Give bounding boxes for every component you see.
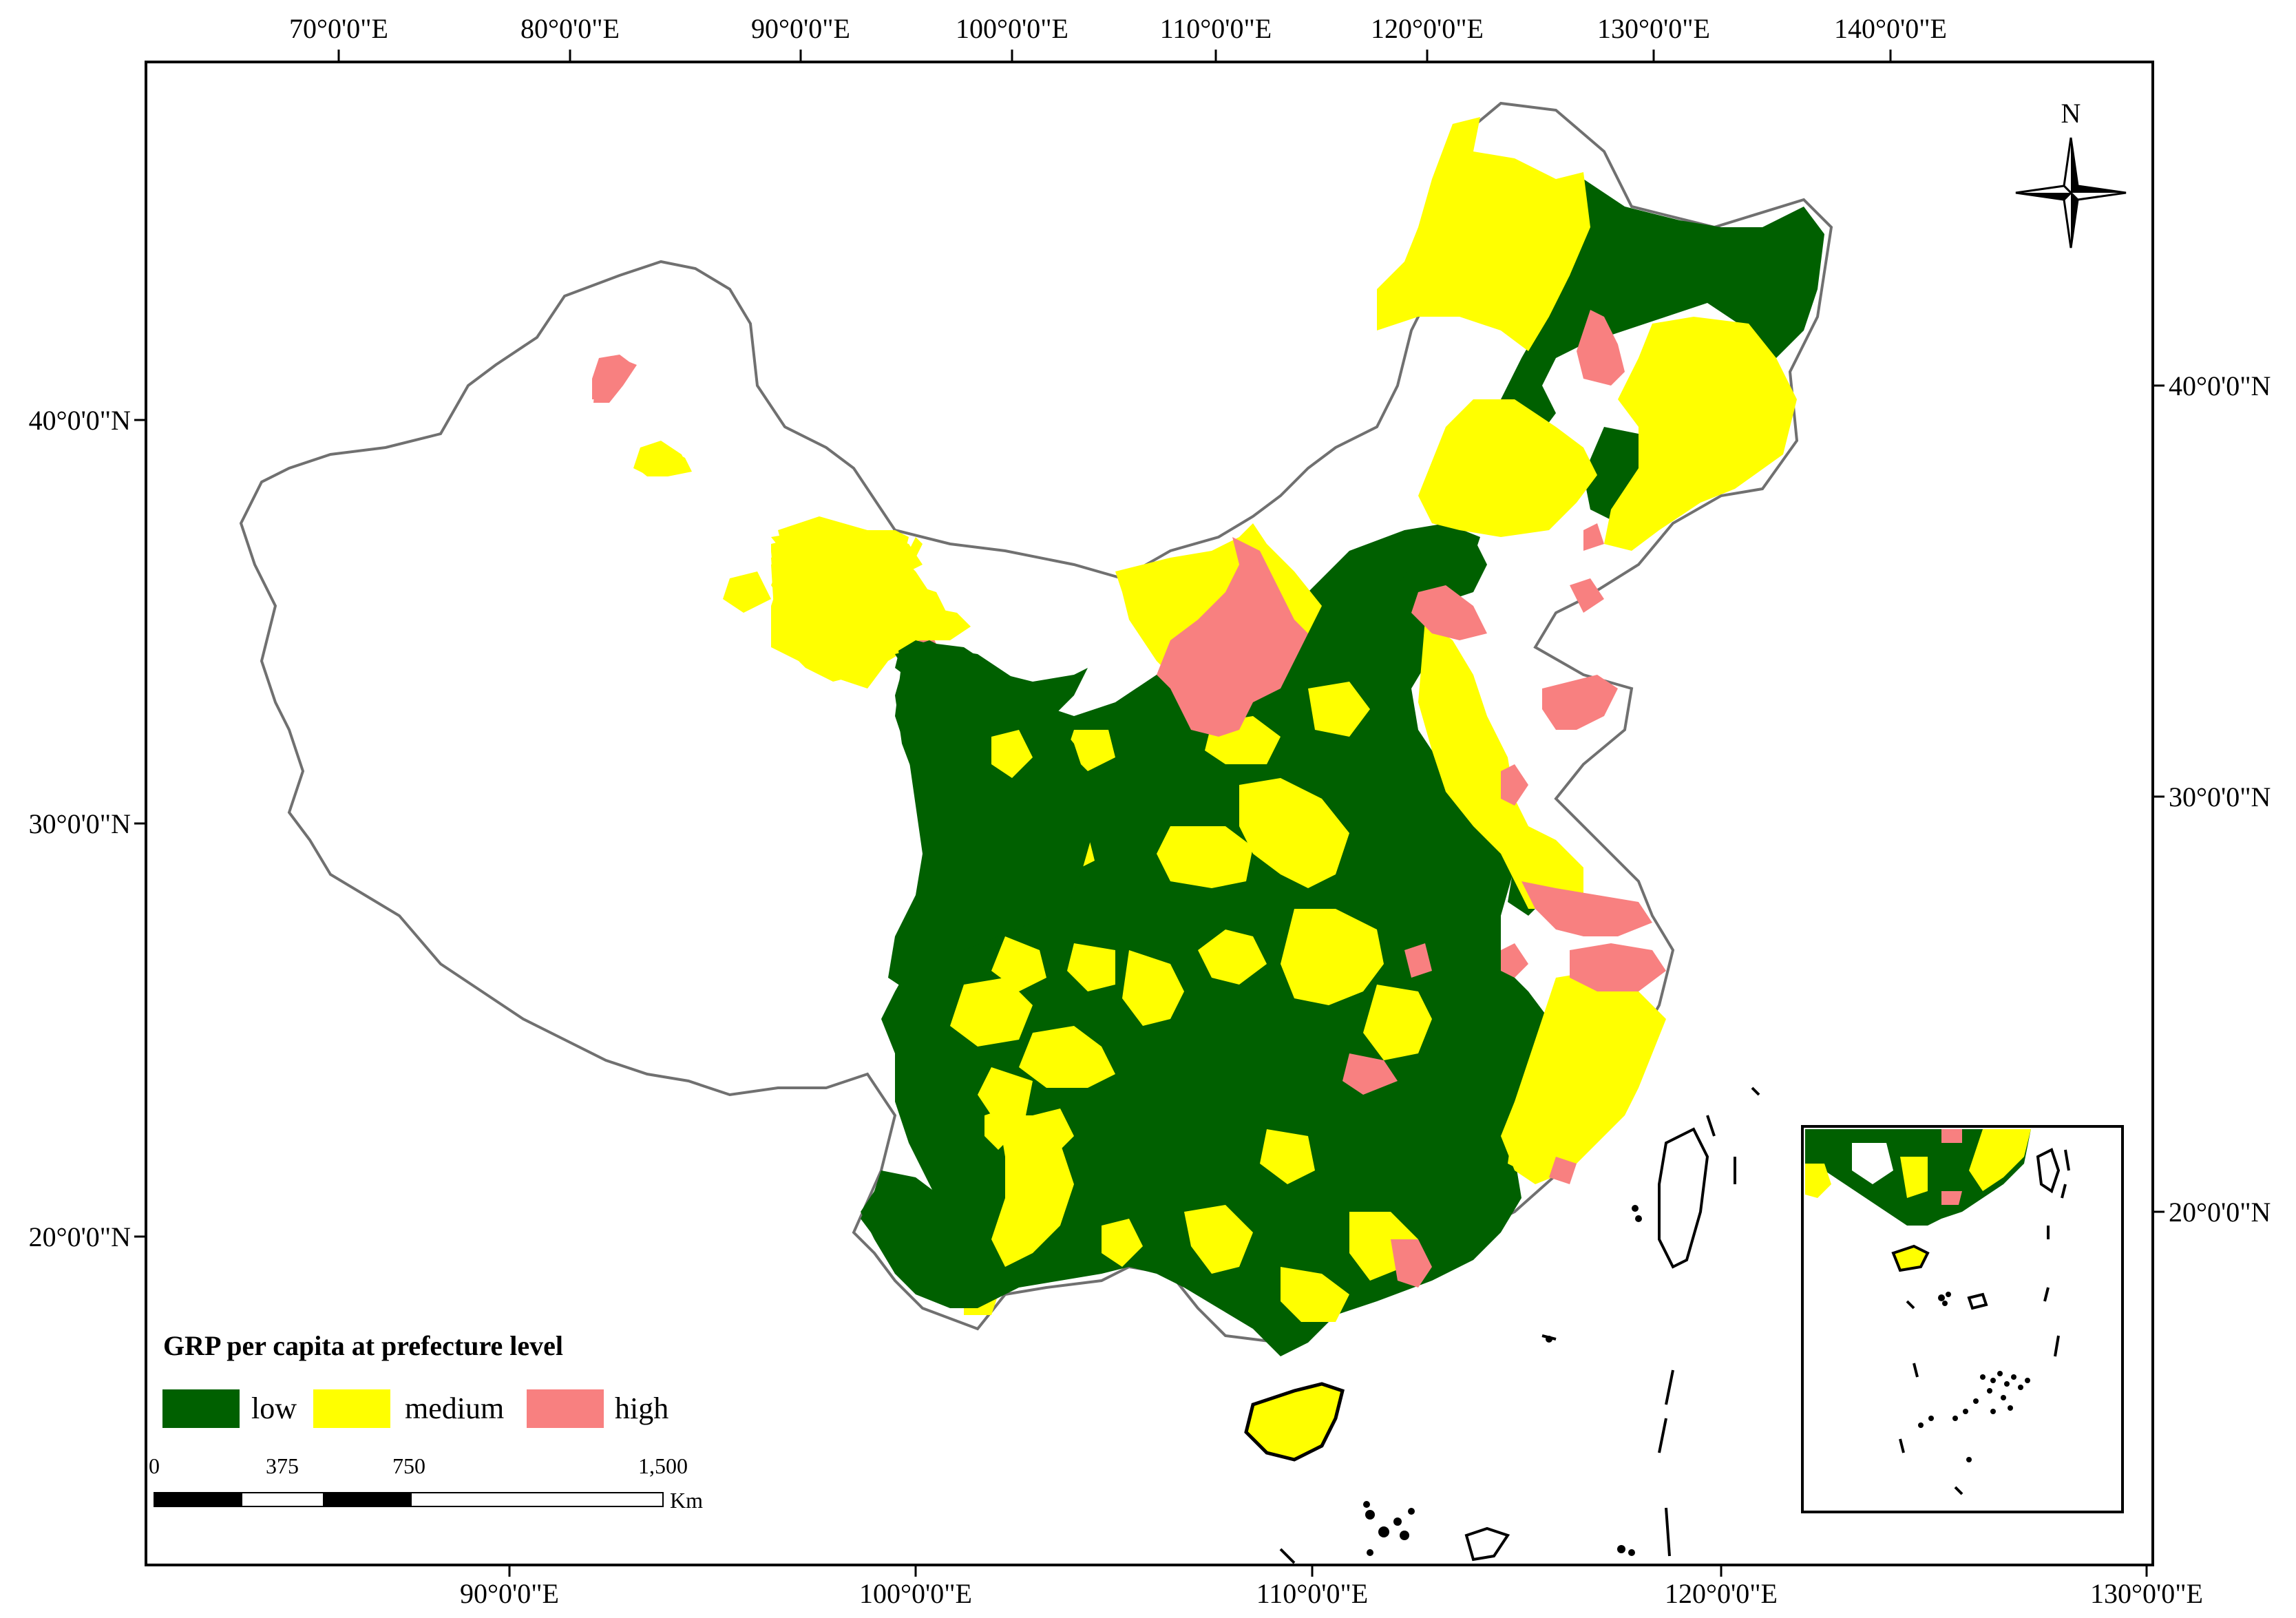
bottom-lon-label: 130°0'0"E [2090, 1578, 2203, 1609]
top-lon-label: 140°0'0"E [1834, 13, 1947, 44]
top-lon-label: 110°0'0"E [1160, 13, 1272, 44]
legend-swatch-medium [313, 1389, 390, 1428]
region-small-medium-sw [991, 730, 1033, 778]
right-lat-label: 30°0'0"N [2169, 781, 2271, 812]
bottom-lon-label: 90°0'0"E [460, 1578, 559, 1609]
top-lon-label: 100°0'0"E [956, 13, 1068, 44]
region-xinjiang-high [593, 358, 637, 403]
bottom-lon-label: 120°0'0"E [1665, 1578, 1778, 1609]
region-yunnan-medium [991, 1115, 1074, 1267]
right-lat-label: 20°0'0"N [2169, 1197, 2271, 1228]
region-sichuan-low [888, 647, 1095, 991]
top-lon-label: 90°0'0"E [751, 13, 850, 44]
legend-label-medium: medium [405, 1391, 504, 1425]
top-lon-label: 80°0'0"E [520, 13, 620, 44]
right-lat-label: 40°0'0"N [2169, 370, 2271, 401]
left-lat-label: 40°0'0"N [29, 405, 131, 436]
hainan-island [1244, 1382, 1345, 1462]
legend-label-high: high [615, 1391, 668, 1425]
top-lon-label: 130°0'0"E [1597, 13, 1710, 44]
bottom-lon-label: 100°0'0"E [859, 1578, 972, 1609]
legend: GRP per capita at prefecture level low m… [162, 1330, 668, 1428]
top-lon-label: 120°0'0"E [1371, 13, 1484, 44]
top-lon-label: 70°0'0"E [289, 13, 388, 44]
scale-label: 0 [149, 1453, 160, 1478]
region-yunnan-low [861, 1170, 1005, 1308]
scale-unit: Km [670, 1488, 703, 1513]
left-latitude-axis: 40°0'0"N 30°0'0"N 20°0'0"N [29, 405, 146, 1252]
legend-title: GRP per capita at prefecture level [163, 1330, 563, 1361]
legend-swatch-low [162, 1389, 240, 1428]
scale-bar: 0 375 750 1,500 Km [149, 1453, 703, 1513]
bottom-longitude-axis: 90°0'0"E 100°0'0"E 110°0'0"E 120°0'0"E 1… [460, 1565, 2203, 1609]
right-latitude-axis: 40°0'0"N 30°0'0"N 20°0'0"N [2153, 370, 2271, 1228]
north-arrow: N [2015, 98, 2127, 249]
region-yunnan-low-2 [929, 1088, 991, 1177]
scale-label: 375 [266, 1453, 299, 1478]
scale-label: 750 [392, 1453, 425, 1478]
bottom-lon-label: 110°0'0"E [1256, 1578, 1368, 1609]
high-regions [592, 310, 1666, 1288]
north-label: N [2061, 98, 2081, 129]
region-xinjiang-medium [637, 444, 692, 476]
region-qinghai-medium-big [771, 530, 971, 682]
legend-swatch-high [527, 1389, 604, 1428]
left-lat-label: 30°0'0"N [29, 808, 131, 839]
scale-label: 1,500 [638, 1453, 688, 1478]
small-islands [1363, 1205, 1642, 1556]
legend-label-low: low [251, 1391, 297, 1425]
region-tibet-medium [984, 1109, 1012, 1150]
inset-map [1801, 1125, 2124, 1513]
islands-and-boundaries [1279, 1086, 1760, 1564]
left-lat-label: 20°0'0"N [29, 1221, 131, 1252]
top-longitude-axis: 70°0'0"E 80°0'0"E 90°0'0"E 100°0'0"E 110… [289, 13, 1947, 62]
